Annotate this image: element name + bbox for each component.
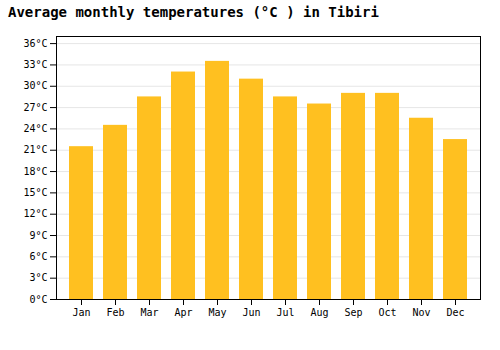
svg-text:Feb: Feb xyxy=(106,307,124,318)
svg-text:Nov: Nov xyxy=(412,307,430,318)
svg-text:May: May xyxy=(208,307,226,318)
svg-text:3°C: 3°C xyxy=(29,272,47,283)
svg-text:27°C: 27°C xyxy=(23,102,47,113)
svg-text:Jun: Jun xyxy=(242,307,260,318)
svg-text:12°C: 12°C xyxy=(23,208,47,219)
svg-text:Jul: Jul xyxy=(276,307,294,318)
svg-text:6°C: 6°C xyxy=(29,251,47,262)
svg-text:36°C: 36°C xyxy=(23,38,47,49)
svg-text:Dec: Dec xyxy=(446,307,464,318)
html-text:Average monthly temperatures (: Average monthly temperatures (°C ) in Ti… xyxy=(8,4,379,20)
svg-text:Mar: Mar xyxy=(140,307,158,318)
svg-text:24°C: 24°C xyxy=(23,123,47,134)
svg-text:Oct: Oct xyxy=(378,307,396,318)
svg-text:33°C: 33°C xyxy=(23,59,47,70)
svg-text:21°C: 21°C xyxy=(23,144,47,155)
svg-text:18°C: 18°C xyxy=(23,166,47,177)
svg-text:Aug: Aug xyxy=(310,307,328,318)
svg-text:Jan: Jan xyxy=(72,307,90,318)
svg-text:30°C: 30°C xyxy=(23,80,47,91)
svg-text:9°C: 9°C xyxy=(29,230,47,241)
svg-text:Sep: Sep xyxy=(344,307,362,318)
svg-text:15°C: 15°C xyxy=(23,187,47,198)
svg-text:0°C: 0°C xyxy=(29,294,47,305)
svg-text:Apr: Apr xyxy=(174,307,192,318)
